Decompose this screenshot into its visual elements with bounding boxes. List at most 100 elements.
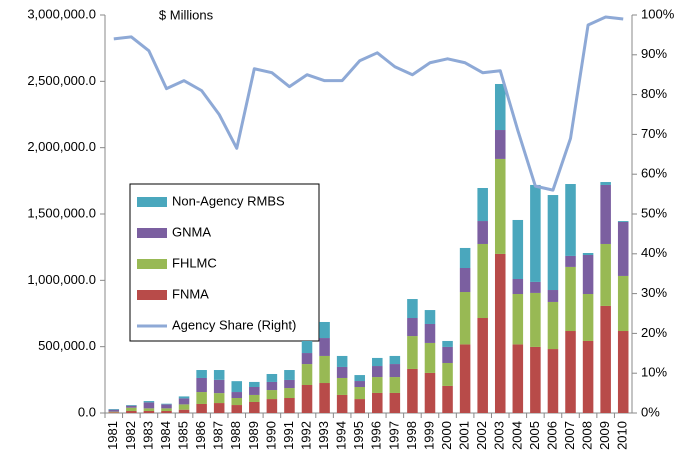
legend-swatch — [137, 290, 167, 300]
bar — [284, 370, 295, 380]
bar — [389, 392, 401, 413]
bar — [407, 336, 418, 369]
bar — [213, 370, 225, 380]
x-tick-label: 1999 — [421, 421, 436, 450]
x-tick-label: 1993 — [316, 421, 331, 450]
y2-tick-label: 50% — [641, 205, 667, 220]
bar — [407, 318, 418, 337]
bar — [354, 375, 365, 382]
bar — [284, 398, 295, 413]
x-tick-label: 2003 — [492, 421, 507, 450]
y2-tick-label: 40% — [641, 245, 667, 260]
y-tick-label: 2,000,000.0 — [27, 139, 96, 154]
bar — [372, 357, 383, 367]
x-tick-label: 1990 — [263, 421, 278, 450]
bar — [530, 184, 541, 282]
bar — [354, 399, 365, 413]
bar — [249, 386, 260, 395]
bar — [213, 379, 225, 394]
y-tick-label: 1,500,000.0 — [27, 205, 96, 220]
bar — [494, 253, 506, 413]
bar — [249, 381, 260, 387]
x-tick-label: 1998 — [404, 421, 419, 450]
bar — [494, 158, 506, 254]
bar — [249, 401, 260, 413]
line — [113, 15, 624, 192]
bar — [565, 184, 576, 256]
y-tick-label: 0.0 — [78, 404, 96, 419]
bar — [266, 399, 278, 413]
x-tick-label: 2007 — [562, 421, 577, 450]
bar — [196, 377, 207, 393]
bar — [213, 403, 225, 413]
bar — [424, 323, 436, 343]
bar — [266, 373, 278, 382]
bar — [372, 366, 383, 378]
bar — [126, 405, 137, 406]
legend-swatch — [137, 228, 167, 238]
bar — [459, 247, 471, 268]
bar — [372, 392, 383, 413]
x-tick-label: 1986 — [193, 421, 208, 450]
bar — [336, 377, 348, 395]
x-tick-label: 1995 — [351, 421, 366, 450]
bar — [126, 411, 137, 413]
x-tick-label: 1997 — [386, 421, 401, 450]
bar — [196, 392, 207, 404]
bar — [196, 403, 207, 413]
bar — [407, 299, 418, 319]
bar — [582, 253, 594, 255]
y2-tick-label: 70% — [641, 126, 667, 141]
x-tick-label: 1982 — [123, 421, 138, 450]
x-tick-label: 1981 — [105, 421, 120, 450]
bar — [424, 342, 436, 373]
bar — [617, 331, 629, 413]
legend-label: FNMA — [172, 286, 209, 301]
bar — [143, 411, 155, 413]
y2-tick-label: 30% — [641, 285, 667, 300]
bar — [301, 385, 313, 413]
bar — [512, 219, 524, 280]
bar — [494, 130, 506, 159]
bar — [126, 407, 137, 412]
x-tick-label: 2002 — [474, 421, 489, 450]
bar — [547, 290, 559, 302]
bar — [547, 301, 559, 350]
bar — [178, 396, 190, 399]
x-tick-label: 1989 — [246, 421, 261, 450]
bar — [266, 381, 278, 391]
bar — [582, 293, 594, 341]
annotation-bg — [140, 6, 230, 26]
bar — [354, 381, 365, 387]
bar — [442, 346, 453, 363]
bar — [547, 349, 559, 413]
y-tick-label: 500,000.0 — [38, 338, 96, 353]
bar — [389, 377, 401, 393]
x-tick-label: 2000 — [439, 421, 454, 450]
bar — [459, 344, 471, 413]
bar — [301, 340, 313, 354]
bar — [424, 372, 436, 413]
bar — [231, 381, 243, 393]
y-tick-label: 2,500,000.0 — [27, 73, 96, 88]
y2-tick-label: 100% — [641, 6, 675, 21]
bar — [231, 392, 243, 399]
y2-tick-label: 10% — [641, 365, 667, 380]
bar — [582, 340, 594, 413]
bar — [336, 366, 348, 378]
bar — [617, 275, 629, 332]
bar — [196, 370, 207, 378]
bar — [459, 267, 471, 293]
x-tick-label: 1994 — [334, 421, 349, 450]
bar — [442, 362, 453, 386]
x-tick-label: 1992 — [298, 421, 313, 450]
bar — [336, 355, 348, 367]
bar — [108, 409, 120, 410]
bar — [389, 364, 401, 378]
bar — [512, 279, 524, 294]
bar — [565, 331, 576, 413]
bar — [617, 221, 629, 222]
bar — [389, 355, 401, 365]
bar — [178, 404, 190, 410]
